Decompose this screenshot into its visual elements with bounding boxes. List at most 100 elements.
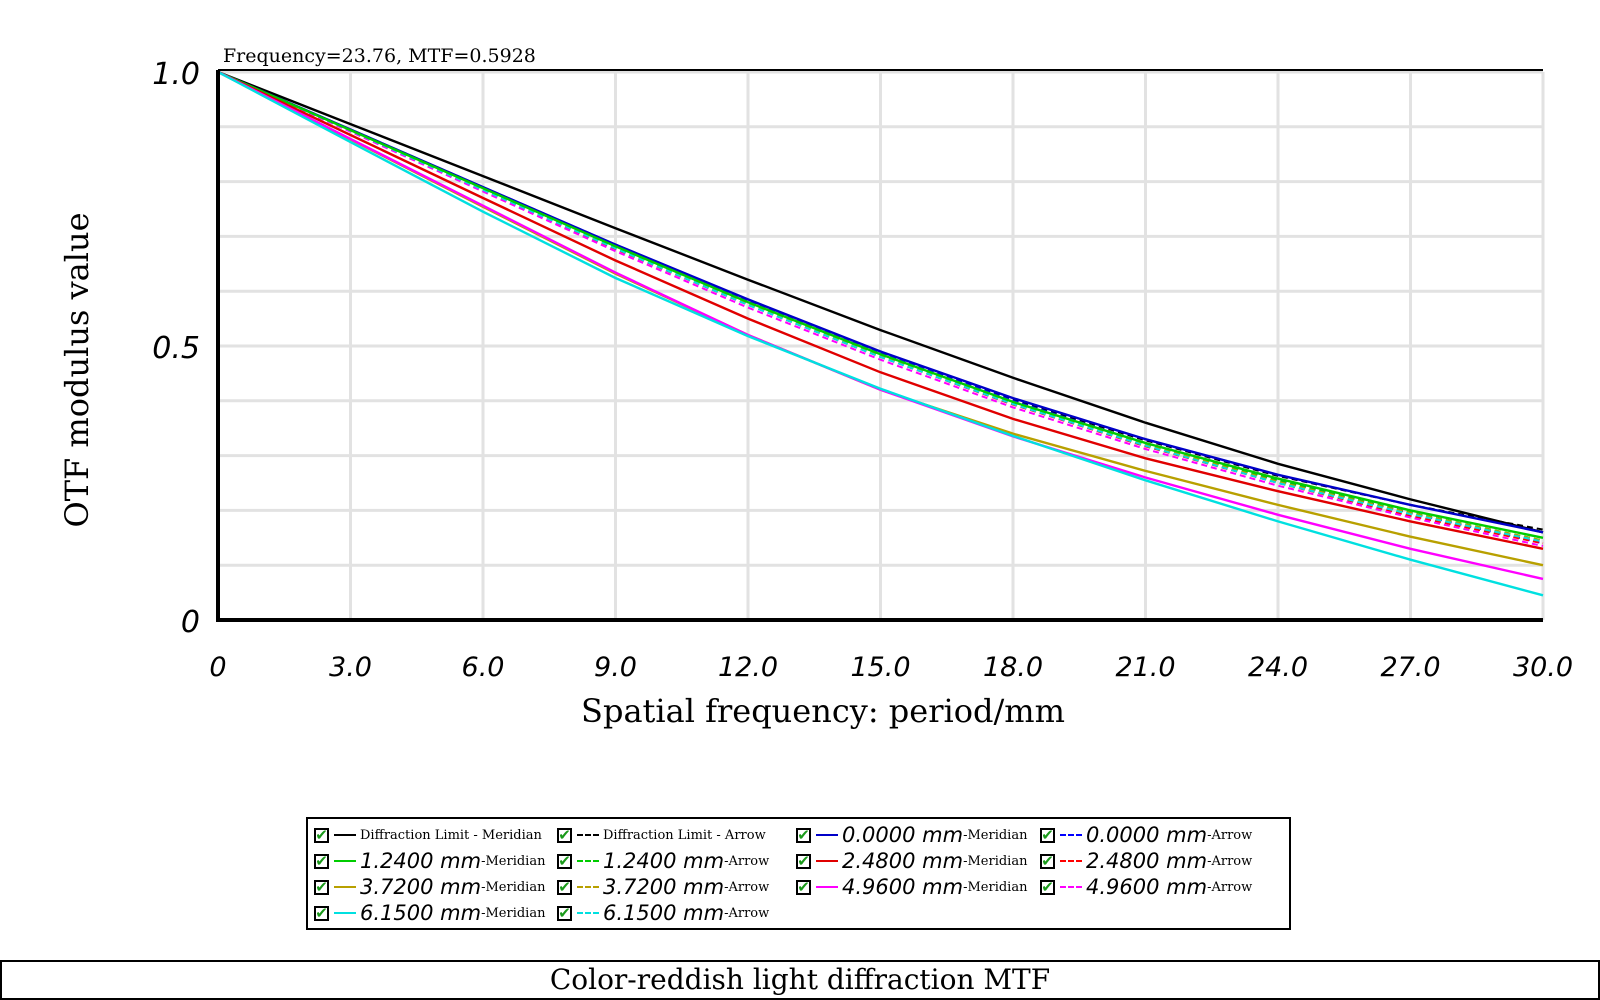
legend-suffix: -Arrow [1207, 853, 1253, 869]
x-tick-label: 9.0 [594, 652, 637, 683]
y-tick-label: 1.0 [152, 57, 200, 92]
series-line-5 [217, 70, 1544, 539]
legend-label: 6.1500 mm [603, 901, 725, 925]
x-tick-label: 24.0 [1248, 652, 1308, 683]
y-tick-label: 0 [181, 605, 200, 640]
legend-label: Diffraction Limit - Arrow [603, 827, 766, 843]
x-tick-label: 12.0 [718, 652, 778, 683]
x-tick-label: 3.0 [329, 652, 372, 683]
legend-item[interactable]: ✔ Diffraction Limit - Arrow [557, 823, 766, 847]
chart-ticks: 0 3.0 6.0 9.0 12.0 15.0 18.0 21.0 24.0 27.0 30.0 0 0… [152, 57, 1573, 683]
check-icon: ✔ [315, 903, 328, 922]
figure-caption: Color-reddish light diffraction MTF [0, 960, 1600, 1000]
legend-suffix: -Meridian [963, 853, 1028, 869]
legend-checkbox[interactable]: ✔ [314, 879, 329, 895]
legend-checkbox[interactable]: ✔ [557, 903, 572, 922]
legend-suffix: -Meridian [481, 879, 546, 895]
legend-checkbox[interactable]: ✔ [1040, 851, 1055, 870]
legend-item[interactable]: ✔ 0.0000 mm -Meridian [796, 823, 1027, 847]
legend-item[interactable]: ✔ 0.0000 mm -Arrow [1040, 823, 1252, 847]
legend-swatch [577, 912, 599, 914]
x-axis-title: Spatial frequency: period/mm [581, 692, 1065, 730]
y-tick-label: 0.5 [152, 331, 200, 366]
legend-checkbox[interactable]: ✔ [796, 825, 811, 844]
legend-item[interactable]: ✔ 4.9600 mm -Arrow [1040, 875, 1252, 899]
x-tick-label: 15.0 [850, 652, 910, 683]
legend-checkbox[interactable]: ✔ [314, 825, 329, 844]
check-icon: ✔ [558, 851, 571, 870]
legend-suffix: -Meridian [481, 905, 546, 921]
legend-swatch [1060, 860, 1082, 862]
legend-item[interactable]: ✔ 6.1500 mm -Meridian [314, 901, 545, 925]
legend-label: 0.0000 mm [1086, 823, 1208, 847]
chart-axes [216, 69, 1543, 622]
legend-item[interactable]: ✔ 3.7200 mm -Meridian [314, 875, 545, 899]
legend-swatch [577, 886, 599, 888]
x-tick-label: 6.0 [462, 652, 505, 683]
mtf-chart: 0 3.0 6.0 9.0 12.0 15.0 18.0 21.0 24.0 27.0 30.0 0 0… [58, 45, 1573, 730]
legend-swatch [1060, 834, 1082, 836]
series-line-1 [217, 70, 1544, 534]
legend-label: Diffraction Limit - Meridian [360, 827, 542, 843]
legend-label: 1.2400 mm [360, 849, 482, 873]
legend-checkbox[interactable]: ✔ [796, 877, 811, 896]
legend-label: 4.9600 mm [842, 875, 964, 899]
legend-suffix: -Meridian [963, 827, 1028, 843]
legend: ✔ Diffraction Limit - Meridian ✔ Diffractio… [306, 817, 1291, 930]
legend-suffix: -Arrow [724, 879, 770, 895]
legend-label: 0.0000 mm [842, 823, 964, 847]
legend-item[interactable]: ✔ Diffraction Limit - Meridian [314, 823, 542, 847]
legend-label: 2.4800 mm [842, 849, 964, 873]
legend-checkbox[interactable]: ✔ [1040, 825, 1055, 844]
legend-checkbox[interactable]: ✔ [314, 903, 329, 922]
series-line-7 [217, 70, 1544, 550]
legend-checkbox[interactable]: ✔ [557, 851, 572, 870]
check-icon: ✔ [558, 877, 571, 896]
legend-item[interactable]: ✔ 4.9600 mm -Meridian [796, 875, 1027, 899]
check-icon: ✔ [558, 903, 571, 922]
x-tick-label: 27.0 [1380, 652, 1440, 683]
series-line-12 [217, 71, 1544, 547]
check-icon: ✔ [797, 877, 810, 896]
legend-suffix: -Arrow [1207, 827, 1253, 843]
x-tick-label: 30.0 [1513, 652, 1573, 683]
y-axis-title: OTF modulus value [58, 212, 96, 527]
legend-item[interactable]: ✔ 6.1500 mm -Arrow [557, 901, 769, 925]
legend-swatch [334, 834, 356, 836]
legend-checkbox[interactable]: ✔ [557, 877, 572, 896]
legend-label: 3.7200 mm [603, 875, 725, 899]
legend-item[interactable]: ✔ 2.4800 mm -Meridian [796, 849, 1027, 873]
legend-label: 6.1500 mm [360, 901, 482, 925]
legend-swatch [816, 834, 838, 836]
legend-swatch [816, 860, 838, 862]
x-tick-label: 0 [209, 652, 226, 683]
legend-item[interactable]: ✔ 2.4800 mm -Arrow [1040, 849, 1252, 873]
legend-suffix: -Meridian [963, 879, 1028, 895]
x-tick-label: 18.0 [983, 652, 1043, 683]
chart-grid [216, 70, 1545, 622]
legend-swatch [577, 834, 599, 836]
legend-checkbox[interactable]: ✔ [796, 853, 811, 869]
chart-series [217, 70, 1544, 597]
legend-item[interactable]: ✔ 1.2400 mm -Meridian [314, 849, 545, 873]
legend-checkbox[interactable]: ✔ [557, 827, 572, 843]
check-icon: ✔ [1041, 825, 1054, 844]
x-tick-label: 21.0 [1115, 652, 1175, 683]
legend-item[interactable]: ✔ 3.7200 mm -Arrow [557, 875, 769, 899]
cursor-readout: Frequency=23.76, MTF=0.5928 [223, 45, 536, 67]
legend-label: 4.9600 mm [1086, 875, 1208, 899]
check-icon: ✔ [315, 851, 328, 870]
check-icon: ✔ [797, 825, 810, 844]
legend-label: 1.2400 mm [603, 849, 725, 873]
legend-swatch [1060, 886, 1082, 888]
check-icon: ✔ [1041, 851, 1054, 870]
legend-checkbox[interactable]: ✔ [1040, 879, 1055, 895]
legend-label: 2.4800 mm [1086, 849, 1208, 873]
legend-suffix: -Arrow [724, 905, 770, 921]
legend-swatch [334, 912, 356, 914]
legend-swatch [334, 860, 356, 862]
check-icon: ✔ [315, 825, 328, 844]
legend-suffix: -Arrow [1207, 879, 1253, 895]
legend-item[interactable]: ✔ 1.2400 mm -Arrow [557, 849, 769, 873]
legend-checkbox[interactable]: ✔ [314, 851, 329, 870]
